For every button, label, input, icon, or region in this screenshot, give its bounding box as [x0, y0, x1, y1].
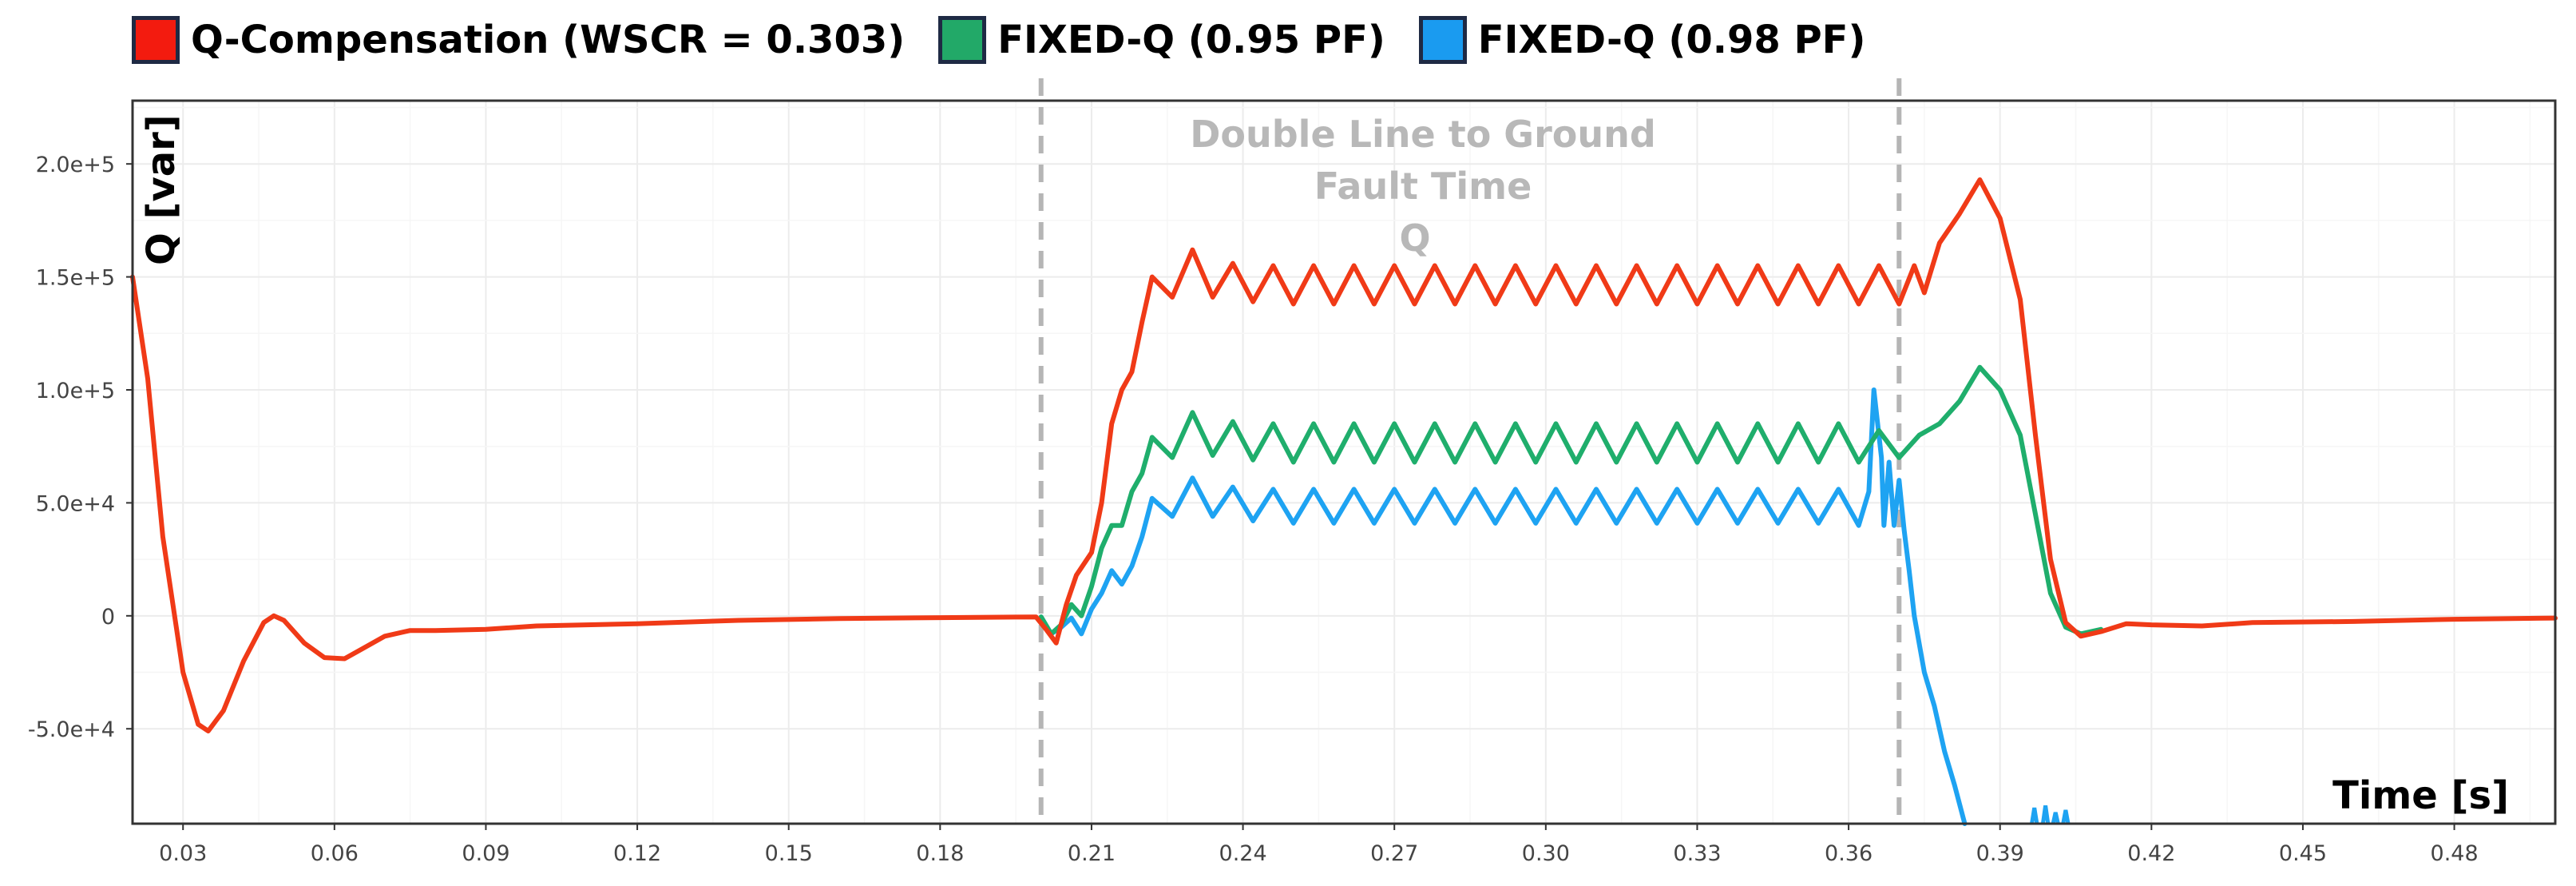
legend-swatch-blue	[1418, 16, 1467, 64]
grid-lines	[133, 101, 2555, 824]
legend-item-q-compensation[interactable]: Q-Compensation (WSCR = 0.303)	[132, 16, 905, 64]
y-tick-label: 1.5e+5	[36, 266, 115, 291]
y-tick-label: -5.0e+4	[28, 717, 115, 742]
x-tick-label: 0.42	[2127, 841, 2175, 866]
legend-swatch-green	[938, 16, 987, 64]
y-tick-label: 1.0e+5	[36, 379, 115, 403]
x-tick-label: 0.09	[462, 841, 509, 866]
x-tick-label: 0.06	[311, 841, 359, 866]
y-tick-label: 2.0e+5	[36, 153, 115, 177]
x-tick-label: 0.27	[1370, 841, 1418, 866]
x-axis-ticks: 0.03 0.06 0.09 0.12 0.15 0.18 0.21 0.24 0.27 0.30…	[159, 824, 2479, 866]
series-line-fixed-q-0-95-pf	[1038, 364, 2104, 637]
y-axis-ticks: -5.0e+4 0 5.0e+4 1.0e+5 1.5e+5 2.0e+5	[28, 153, 133, 742]
legend-label-q-compensation: Q-Compensation (WSCR = 0.303)	[191, 18, 906, 62]
legend-swatch-red	[132, 16, 180, 64]
series-line-fragment	[2061, 809, 2071, 824]
chart-legend: Q-Compensation (WSCR = 0.303) FIXED-Q (0…	[132, 11, 1899, 69]
y-tick-label: 0	[101, 605, 115, 630]
series-line-q-compensation-wscr-0-303	[130, 177, 2558, 733]
series-line-fixed-q-0-98-pf	[1038, 387, 1968, 826]
x-tick-label: 0.45	[2279, 841, 2327, 866]
x-tick-label: 0.33	[1673, 841, 1721, 866]
y-axis-title: Q [var]	[139, 114, 184, 265]
annotation-line-3: Q	[1399, 217, 1430, 260]
series-line-fragment	[2040, 805, 2051, 824]
y-tick-label: 5.0e+4	[36, 491, 115, 516]
x-tick-label: 0.30	[1522, 841, 1570, 866]
x-tick-label: 0.18	[916, 841, 964, 866]
annotation-line-1: Double Line to Ground	[1190, 113, 1656, 156]
x-tick-label: 0.48	[2431, 841, 2479, 866]
x-tick-label: 0.12	[613, 841, 661, 866]
x-tick-label: 0.36	[1825, 841, 1873, 866]
x-tick-label: 0.39	[1976, 841, 2024, 866]
series-lines	[130, 177, 2558, 826]
legend-label-fixed-q-095: FIXED-Q (0.95 PF)	[997, 18, 1385, 62]
legend-item-fixed-q-098[interactable]: FIXED-Q (0.98 PF)	[1418, 16, 1866, 64]
legend-item-fixed-q-095[interactable]: FIXED-Q (0.95 PF)	[938, 16, 1385, 64]
x-axis-title: Time [s]	[2332, 773, 2509, 818]
series-line-fragment	[2030, 807, 2039, 824]
x-tick-label: 0.15	[765, 841, 813, 866]
annotation-line-2: Fault Time	[1314, 165, 1532, 208]
x-tick-label: 0.24	[1219, 841, 1267, 866]
plot-frame	[131, 99, 2557, 825]
x-tick-label: 0.03	[159, 841, 207, 866]
series-line-fragment	[2051, 812, 2060, 824]
x-tick-label: 0.21	[1068, 841, 1116, 866]
fault-time-markers	[1038, 78, 1902, 824]
legend-label-fixed-q-098: FIXED-Q (0.98 PF)	[1477, 18, 1866, 62]
fault-annotation: Double Line to Ground Fault Time Q	[1190, 113, 1656, 260]
